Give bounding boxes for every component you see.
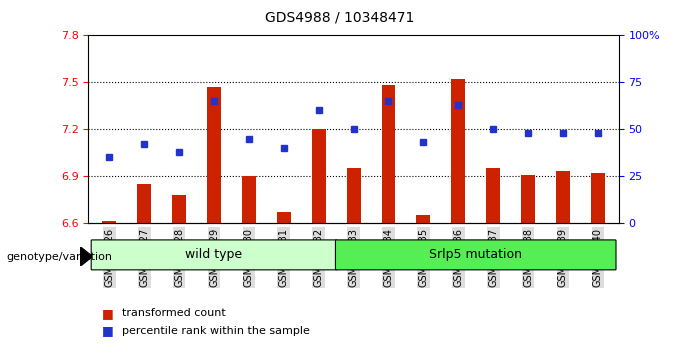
Text: transformed count: transformed count (122, 308, 226, 318)
Bar (207, 87, 221, 223)
Polygon shape (80, 247, 92, 266)
Bar (452, 79, 465, 223)
Bar (416, 215, 430, 223)
Bar (277, 212, 291, 223)
FancyBboxPatch shape (335, 240, 616, 270)
Text: ■: ■ (102, 307, 114, 320)
Bar (521, 175, 535, 223)
Bar (137, 184, 151, 223)
Text: genotype/variation: genotype/variation (7, 252, 113, 262)
Text: ■: ■ (102, 325, 114, 337)
Bar (103, 222, 116, 223)
Bar (172, 195, 186, 223)
Text: Srlp5 mutation: Srlp5 mutation (429, 248, 522, 261)
FancyBboxPatch shape (91, 240, 337, 270)
Text: wild type: wild type (186, 248, 243, 261)
Bar (591, 173, 605, 223)
Bar (486, 168, 500, 223)
Bar (556, 171, 570, 223)
Bar (311, 129, 326, 223)
Text: percentile rank within the sample: percentile rank within the sample (122, 326, 310, 336)
Bar (347, 168, 360, 223)
Text: GDS4988 / 10348471: GDS4988 / 10348471 (265, 11, 415, 25)
Bar (381, 85, 396, 223)
Bar (242, 176, 256, 223)
